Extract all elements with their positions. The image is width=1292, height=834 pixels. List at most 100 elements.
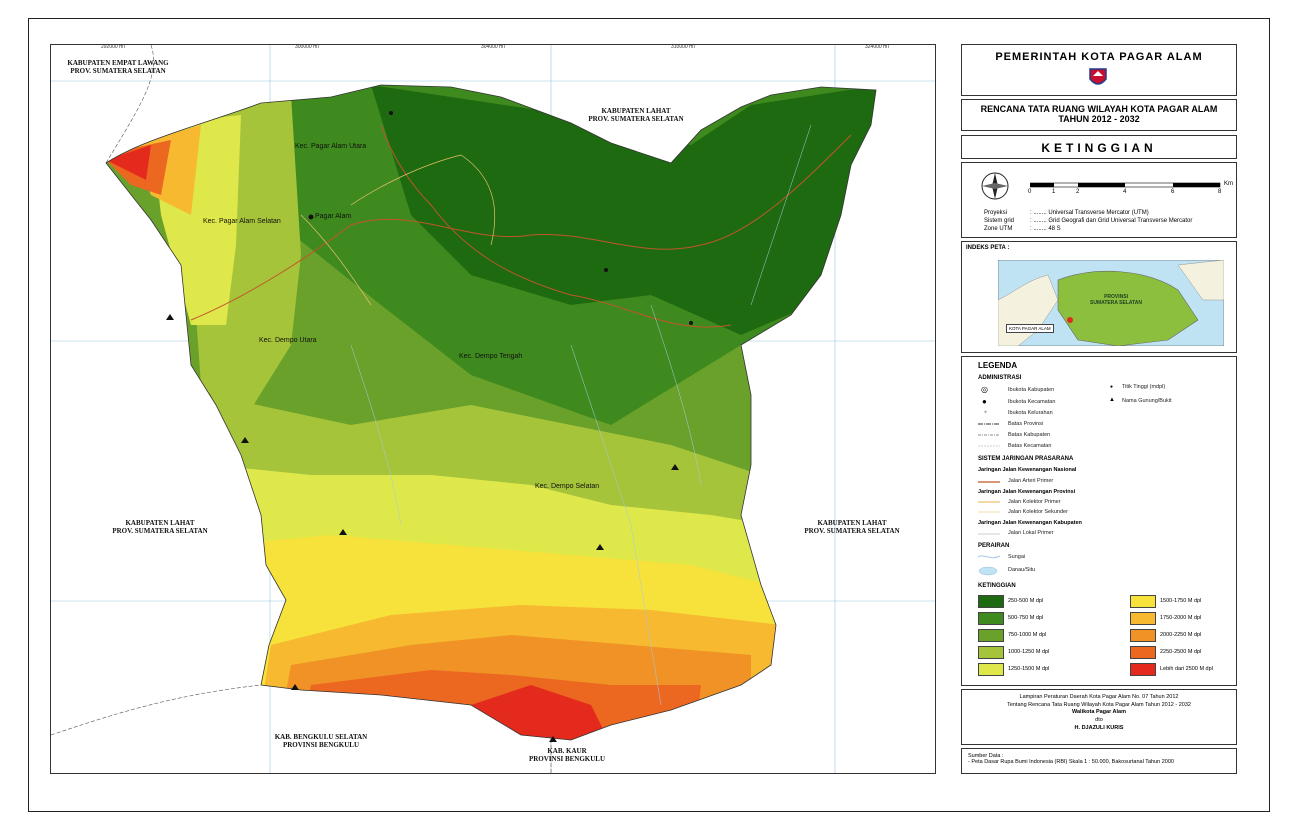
district-label-dempo-tengah: Kec. Dempo Tengah: [459, 353, 523, 360]
map-title-panel: KETINGGIAN: [961, 135, 1237, 159]
city-boundary: [105, 84, 877, 741]
region-label-sw: KAB. BENGKULU SELATAN PROVINSI BENGKULU: [274, 733, 368, 750]
elevation-swatch-6: [1130, 595, 1156, 608]
signed-note: dto: [1095, 717, 1103, 724]
map-title: KETINGGIAN: [1041, 141, 1157, 155]
elevation-swatch-7: [1130, 612, 1156, 625]
index-map-panel: INDEKS PETA : PROVINSI SUMATERA SELATAN K…: [961, 241, 1237, 353]
legend-boundary-district: Batas Kecamatan: [1008, 443, 1052, 449]
legend-panel: LEGENDA ADMINISTRASI ◎ Ibukota Kabupaten…: [961, 356, 1237, 686]
legend-admin-title: ADMINISTRASI: [978, 375, 1022, 381]
elevation-label-4: 1000-1250 M dpl: [1008, 649, 1050, 655]
elevation-swatch-4: [978, 646, 1004, 659]
legend-collector-secondary: Jalan Kolektor Sekunder: [1008, 509, 1068, 515]
legend-national-title: Jaringan Jalan Kewenangan Nasional: [978, 467, 1077, 473]
top-tick-5: 324000 mT: [865, 44, 891, 50]
collector-roads: [300, 154, 496, 306]
legend-boundary-province: Batas Provinsi: [1008, 421, 1044, 427]
source-panel: Sumber Data : - Peta Dasar Rupa Bumi Ind…: [961, 748, 1237, 774]
city-emblem-icon: [1089, 68, 1107, 85]
spot-height-icon: ●: [1110, 384, 1114, 390]
elevation-label-8: 2000-2250 M dpl: [1160, 632, 1202, 638]
legend-mountain: Nama Gunung/Bukit: [1122, 398, 1172, 404]
legend-provincial-title: Jaringan Jalan Kewenangan Provinsi: [978, 489, 1076, 495]
map-frame: 292000 mT 103°11'0" BT 300000 mT 103°15'…: [50, 44, 936, 774]
reference-line-1: Lampiran Peraturan Daerah Kota Pagar Ala…: [1019, 694, 1179, 700]
legend-river: Sungai: [1008, 554, 1026, 560]
legend-admin-item-1: Ibukota Kabupaten: [1008, 387, 1055, 393]
kelurahan-capital-icon: ✦: [983, 410, 989, 416]
kecamatan-capital-icon: ●: [982, 397, 987, 406]
legend-network-title: SISTEM JARINGAN PRASARANA: [978, 456, 1074, 462]
region-label-s: KAB. KAUR PROVINSI BENGKULU: [528, 747, 606, 764]
top-tick-4: 310000 mT: [671, 44, 697, 50]
district-label-dempo-utara: Kec. Dempo Utara: [259, 337, 317, 344]
legend-spot-height: Titik Tinggi (mdpl): [1122, 384, 1166, 390]
region-label-ne: KABUPATEN LAHAT PROV. SUMATERA SELATAN: [588, 107, 684, 124]
region-label-nw: KABUPATEN EMPAT LAWANG PROV. SUMATERA SEL…: [67, 59, 169, 76]
scale-tick-4: 4: [1123, 189, 1127, 195]
source-line-1: - Peta Dasar Rupa Bumi Indonesia (RBI) S…: [968, 759, 1174, 765]
elevation-swatch-3: [978, 629, 1004, 642]
legend-local-road: Jalan Lokal Primer: [1008, 530, 1054, 536]
elevation-swatch-1: [978, 595, 1004, 608]
region-label-w: KABUPATEN LAHAT PROV. SUMATERA SELATAN: [112, 519, 208, 536]
legend-regency-title: Jaringan Jalan Kewenangan Kabupaten: [978, 520, 1082, 526]
district-label-dempo-selatan: Kec. Dempo Selatan: [535, 483, 600, 490]
elevation-label-2: 500-750 M dpl: [1008, 615, 1044, 621]
plan-title-panel: RENCANA TATA RUANG WILAYAH KOTA PAGAR AL…: [961, 99, 1237, 131]
elevation-swatch-2: [978, 612, 1004, 625]
region-label-e: KABUPATEN LAHAT PROV. SUMATERA SELATAN: [804, 519, 900, 536]
top-tick-2: 300000 mT: [295, 44, 321, 50]
local-road-icon: [978, 533, 1000, 535]
elevation-bands: [106, 85, 876, 740]
district-capital-markers: [308, 111, 693, 325]
government-panel: PEMERINTAH KOTA PAGAR ALAM: [961, 44, 1237, 96]
elevation-swatch-5: [978, 663, 1004, 676]
signatory-name: H. DJAZULI KURIS: [1074, 724, 1124, 731]
water-icons: [978, 555, 1001, 576]
legend-admin-item-2: Ibukota Kecamatan: [1008, 399, 1056, 405]
elevation-swatch-8: [1130, 629, 1156, 642]
reference-panel: Lampiran Peraturan Daerah Kota Pagar Ala…: [961, 689, 1237, 745]
reference-line-2: Tentang Rencana Tata Ruang Wilayah Kota …: [1007, 701, 1191, 708]
legend-collector-primary: Jalan Kolektor Primer: [1008, 499, 1061, 505]
mountain-icon: ▲: [1109, 397, 1115, 403]
elevation-label-3: 750-1000 M dpl: [1008, 632, 1047, 638]
geo-tick-1: 103°11'0" BT: [249, 44, 278, 45]
index-province-label: PROVINSI SUMATERA SELATAN: [1090, 294, 1143, 306]
signatory-title: Walikota Pagar Alam: [1072, 709, 1126, 716]
elevation-label-10: Lebih dari 2500 M dpl: [1160, 666, 1213, 672]
scale-tick-8: 8: [1218, 189, 1222, 195]
elevation-label-5: 1250-1500 M dpl: [1008, 666, 1050, 672]
scale-tick-1: 1: [1052, 189, 1056, 195]
elevation-swatch-9: [1130, 646, 1156, 659]
elevation-label-1: 250-500 M dpl: [1008, 598, 1044, 604]
collector-road-icons: [978, 501, 1000, 513]
legend-title: LEGENDA: [978, 361, 1018, 370]
geo-tick-3: 103°20'0" BT: [823, 44, 852, 45]
legend-arterial-road: Jalan Arteri Primer: [1008, 478, 1054, 484]
index-map-title: INDEKS PETA :: [966, 245, 1010, 251]
legend-elevation-title: KETINGGIAN: [978, 583, 1016, 589]
elevation-map: [51, 45, 935, 773]
legend-boundary-regency: Batas Kabupaten: [1008, 432, 1051, 438]
source-title: Sumber Data :: [968, 753, 1004, 759]
boundary-line-icons: [978, 423, 1000, 447]
geo-tick-2: 103°15'0" BT: [537, 44, 566, 45]
elevation-label-6: 1500-1750 M dpl: [1160, 598, 1202, 604]
projection-info: Proyeksi: ........ Universal Transverse …: [984, 210, 1193, 233]
place-label-pagar-alam: Pagar Alam: [315, 213, 352, 220]
kabupaten-capital-icon: ◎: [981, 385, 988, 394]
elevation-label-7: 1750-2000 M dpl: [1160, 615, 1202, 621]
district-label-pagar-alam-utara: Kec. Pagar Alam Utara: [295, 143, 367, 150]
scale-tick-0: 0: [1028, 189, 1032, 195]
map-sheet-border: [28, 18, 1270, 812]
top-tick-1: 292000 mT: [101, 44, 127, 50]
scale-bar: [1030, 182, 1221, 188]
scale-unit: Km: [1224, 181, 1233, 187]
government-title: PEMERINTAH KOTA PAGAR ALAM: [995, 51, 1203, 63]
arterial-roads: [190, 124, 852, 328]
district-label-pagar-alam-selatan: Kec. Pagar Alam Selatan: [203, 218, 281, 225]
legend-admin-item-3: Ibukota Kelurahan: [1008, 410, 1053, 416]
